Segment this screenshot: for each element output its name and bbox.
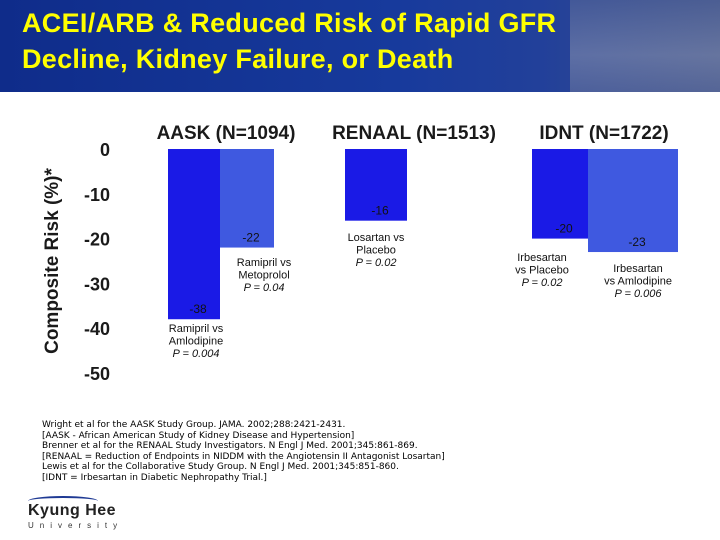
data-label: -20	[555, 222, 573, 236]
title-banner: ACEI/ARB & Reduced Risk of Rapid GFR Dec…	[0, 0, 720, 92]
y-axis-label: Composite Risk (%)*	[42, 167, 63, 353]
bar-annotation: Irbesartan	[613, 263, 663, 275]
bar	[220, 149, 274, 248]
y-tick-label: -30	[84, 274, 110, 294]
bar-annotation: Irbesartan	[517, 252, 567, 264]
data-label: -38	[189, 302, 207, 316]
reference-line: Lewis et al for the Collaborative Study …	[42, 462, 399, 473]
bar	[532, 149, 588, 239]
y-tick-label: 0	[100, 140, 110, 160]
bar-annotation: Metoprolol	[238, 270, 289, 282]
reference-line: Brenner et al for the RENAAL Study Inves…	[42, 441, 418, 452]
data-label: -23	[628, 235, 646, 249]
bar-annotation: Losartan vs	[348, 232, 405, 244]
bar-annotation: P = 0.02	[356, 257, 397, 269]
group-label: AASK (N=1094)	[157, 123, 296, 144]
bar	[345, 149, 407, 221]
bar-annotation: P = 0.04	[244, 282, 285, 294]
group-label: RENAAL (N=1513)	[332, 123, 496, 144]
bar-annotation: vs Placebo	[515, 265, 569, 277]
composite-risk-bar-chart: Composite Risk (%)* 0 -10 -20 -30 -40 -50 AASK …	[42, 123, 678, 384]
references: Wright et al for the AASK Study Group. J…	[42, 420, 512, 484]
bar	[588, 149, 678, 253]
data-label: -16	[371, 204, 389, 218]
bar-annotation: P = 0.004	[173, 348, 220, 360]
university-logo: Kyung Hee University	[28, 496, 124, 530]
slide-title-line1: ACEI/ARB & Reduced Risk of Rapid GFR	[22, 8, 557, 38]
slide-title-line2: Decline, Kidney Failure, or Death	[22, 44, 454, 74]
bar-annotation: P = 0.02	[522, 277, 563, 289]
y-tick-label: -20	[84, 230, 110, 250]
bar	[168, 149, 220, 320]
y-tick-label: -10	[84, 185, 110, 205]
group-label: IDNT (N=1722)	[539, 123, 668, 144]
reference-line: [IDNT = Irbesartan in Diabetic Nephropat…	[42, 472, 267, 483]
bar-annotation: vs Amlodipine	[604, 276, 672, 288]
reference-line: [RENAAL = Reduction of Endpoints in NIDD…	[42, 451, 445, 462]
bar-annotation: P = 0.006	[615, 288, 663, 300]
bar-annotation: Ramipril vs	[237, 257, 292, 269]
reference-line: [AASK - African American Study of Kidney…	[42, 430, 355, 441]
bar-annotation: Ramipril vs	[169, 323, 224, 335]
y-tick-label: -50	[84, 364, 110, 384]
y-tick-label: -40	[84, 319, 110, 339]
bar-annotation: Amlodipine	[169, 336, 223, 348]
bar-annotation: Placebo	[356, 245, 396, 257]
logo-subtitle: University	[28, 521, 124, 530]
logo-swoosh	[28, 496, 98, 506]
building-image	[570, 0, 720, 92]
reference-line: Wright et al for the AASK Study Group. J…	[42, 420, 346, 430]
logo-name: Kyung Hee	[28, 502, 117, 519]
data-label: -22	[242, 231, 260, 245]
